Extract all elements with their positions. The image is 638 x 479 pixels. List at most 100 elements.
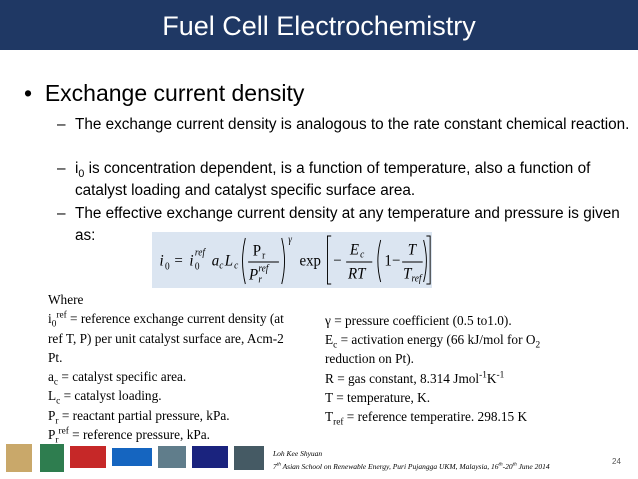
text-run: th <box>512 461 517 468</box>
text-run: γ = pressure coefficient (0.5 to1.0). <box>325 313 512 328</box>
text-run: ref <box>333 417 344 428</box>
line: γ = pressure coefficient (0.5 to1.0). <box>325 311 540 330</box>
title: Fuel Cell Electrochemistry <box>162 11 476 41</box>
text-run: = reference temperatire. 298.15 K <box>343 409 528 425</box>
line: Pr = reactant partial pressure, kPa. <box>48 406 284 427</box>
line: Tref = reference temperatire. 298.15 K <box>325 407 540 428</box>
logo <box>192 446 228 468</box>
line: Ec = activation energy (66 kJ/mol for O2 <box>325 330 541 351</box>
text-run: ref T, P) per unit catalyst surface are,… <box>48 330 284 346</box>
text-run: 0 <box>78 168 85 181</box>
text-run: The exchange current density is analogou… <box>75 116 630 133</box>
text-run: R = gas constant, 8.314 Jmol <box>325 370 480 386</box>
text-run: Loh Kee Shyuan <box>273 449 323 458</box>
text-run: Pt. <box>48 349 63 365</box>
footer-author: Loh Kee Shyuan <box>273 449 322 458</box>
text-run: T <box>403 265 413 283</box>
sub-bullet: – The exchange current density is analogo… <box>57 114 630 136</box>
text-run: E <box>349 241 360 259</box>
text-run: − <box>333 252 341 270</box>
text-run: c <box>333 340 338 351</box>
page-number: 24 <box>612 457 621 466</box>
text-run: 7 <box>273 462 277 471</box>
text-run: r <box>55 435 59 446</box>
text-run: 2 <box>535 340 541 351</box>
text-run: γ <box>288 234 293 245</box>
text-run: c <box>234 260 239 271</box>
text-run: = activation energy (66 kJ/mol for O <box>337 332 536 348</box>
text-run: r <box>258 274 262 285</box>
text-run: • <box>24 80 33 106</box>
line: ref T, P) per unit catalyst surface are,… <box>48 329 284 348</box>
text-run: P <box>48 407 56 423</box>
line: ac = catalyst specific area. <box>48 367 284 388</box>
text-run: = reference pressure, kPa. <box>68 427 210 443</box>
logo-strip <box>6 444 264 472</box>
line: Prref = reference pressure, kPa. <box>48 425 284 446</box>
text-run: June 2014 <box>516 462 550 471</box>
text-run: 0 <box>165 261 170 272</box>
line: Lc = catalyst loading. <box>48 386 284 408</box>
shape <box>377 239 382 283</box>
title-bar: Fuel Cell Electrochemistry <box>0 0 638 50</box>
line: Pt. <box>48 348 284 367</box>
text-run: i <box>48 311 52 327</box>
shape <box>426 235 431 285</box>
text-run: i <box>159 252 163 270</box>
text-run: = catalyst loading. <box>60 388 162 404</box>
text-run: ref <box>195 247 206 258</box>
shape <box>281 237 285 285</box>
text-run: – <box>57 116 66 133</box>
text-run: L <box>48 388 57 404</box>
text-run: = catalyst specific area. <box>58 369 187 385</box>
line: R = gas constant, 8.314 Jmol-1K-1 <box>325 369 540 388</box>
text-run: RT <box>347 265 367 283</box>
text-run: ref <box>58 426 69 437</box>
text-run: – <box>57 160 66 177</box>
text-run: P <box>253 242 261 260</box>
text-run: ref <box>411 273 422 284</box>
bullet: • Exchange current density <box>24 80 304 107</box>
text-run: The effective exchange current density a… <box>75 205 620 244</box>
sub-bullet: – The effective exchange current density … <box>57 203 630 247</box>
text-run: L <box>224 252 233 270</box>
text-run: – <box>57 205 66 222</box>
text-run: c <box>53 377 59 388</box>
text-run: r <box>55 416 59 427</box>
text-run: r <box>262 250 266 261</box>
text-run: = <box>174 252 182 270</box>
logo <box>234 446 264 470</box>
logo <box>158 446 186 468</box>
text-run: i <box>189 252 193 270</box>
footer-event: 7th Asian School on Renewable Energy, Pu… <box>273 462 550 471</box>
text-run: a <box>48 369 54 385</box>
text-run: 0 <box>195 261 200 272</box>
text-run: P <box>248 266 259 284</box>
text-run: = reactant partial pressure, kPa. <box>58 407 230 423</box>
text-run: ref <box>258 263 269 274</box>
text-run: T <box>325 409 334 425</box>
text-run: a <box>212 252 220 270</box>
text-run: c <box>360 249 365 260</box>
logo <box>40 444 64 472</box>
text-run: Exchange current density <box>44 80 305 106</box>
shape <box>423 239 427 283</box>
text-run: 1− <box>384 252 400 270</box>
line: T = temperature, K. <box>325 388 540 407</box>
line: Where <box>48 290 284 309</box>
text-run: -1 <box>479 370 487 381</box>
text-run: th <box>276 461 281 468</box>
text-run: is concentration dependent, is a functio… <box>75 160 591 199</box>
logo <box>70 446 106 468</box>
text-run: c <box>56 397 61 408</box>
text-run: i <box>75 160 79 177</box>
text-run: th <box>498 461 503 468</box>
text-run: P <box>48 427 56 443</box>
text-run: -20 <box>502 462 513 471</box>
line: i0ref = reference exchange current densi… <box>48 309 284 329</box>
text-run: Where <box>48 292 84 307</box>
logo <box>112 448 152 466</box>
text-run: Asian School on Renewable Energy, Puri P… <box>280 462 499 471</box>
shape <box>242 237 246 285</box>
